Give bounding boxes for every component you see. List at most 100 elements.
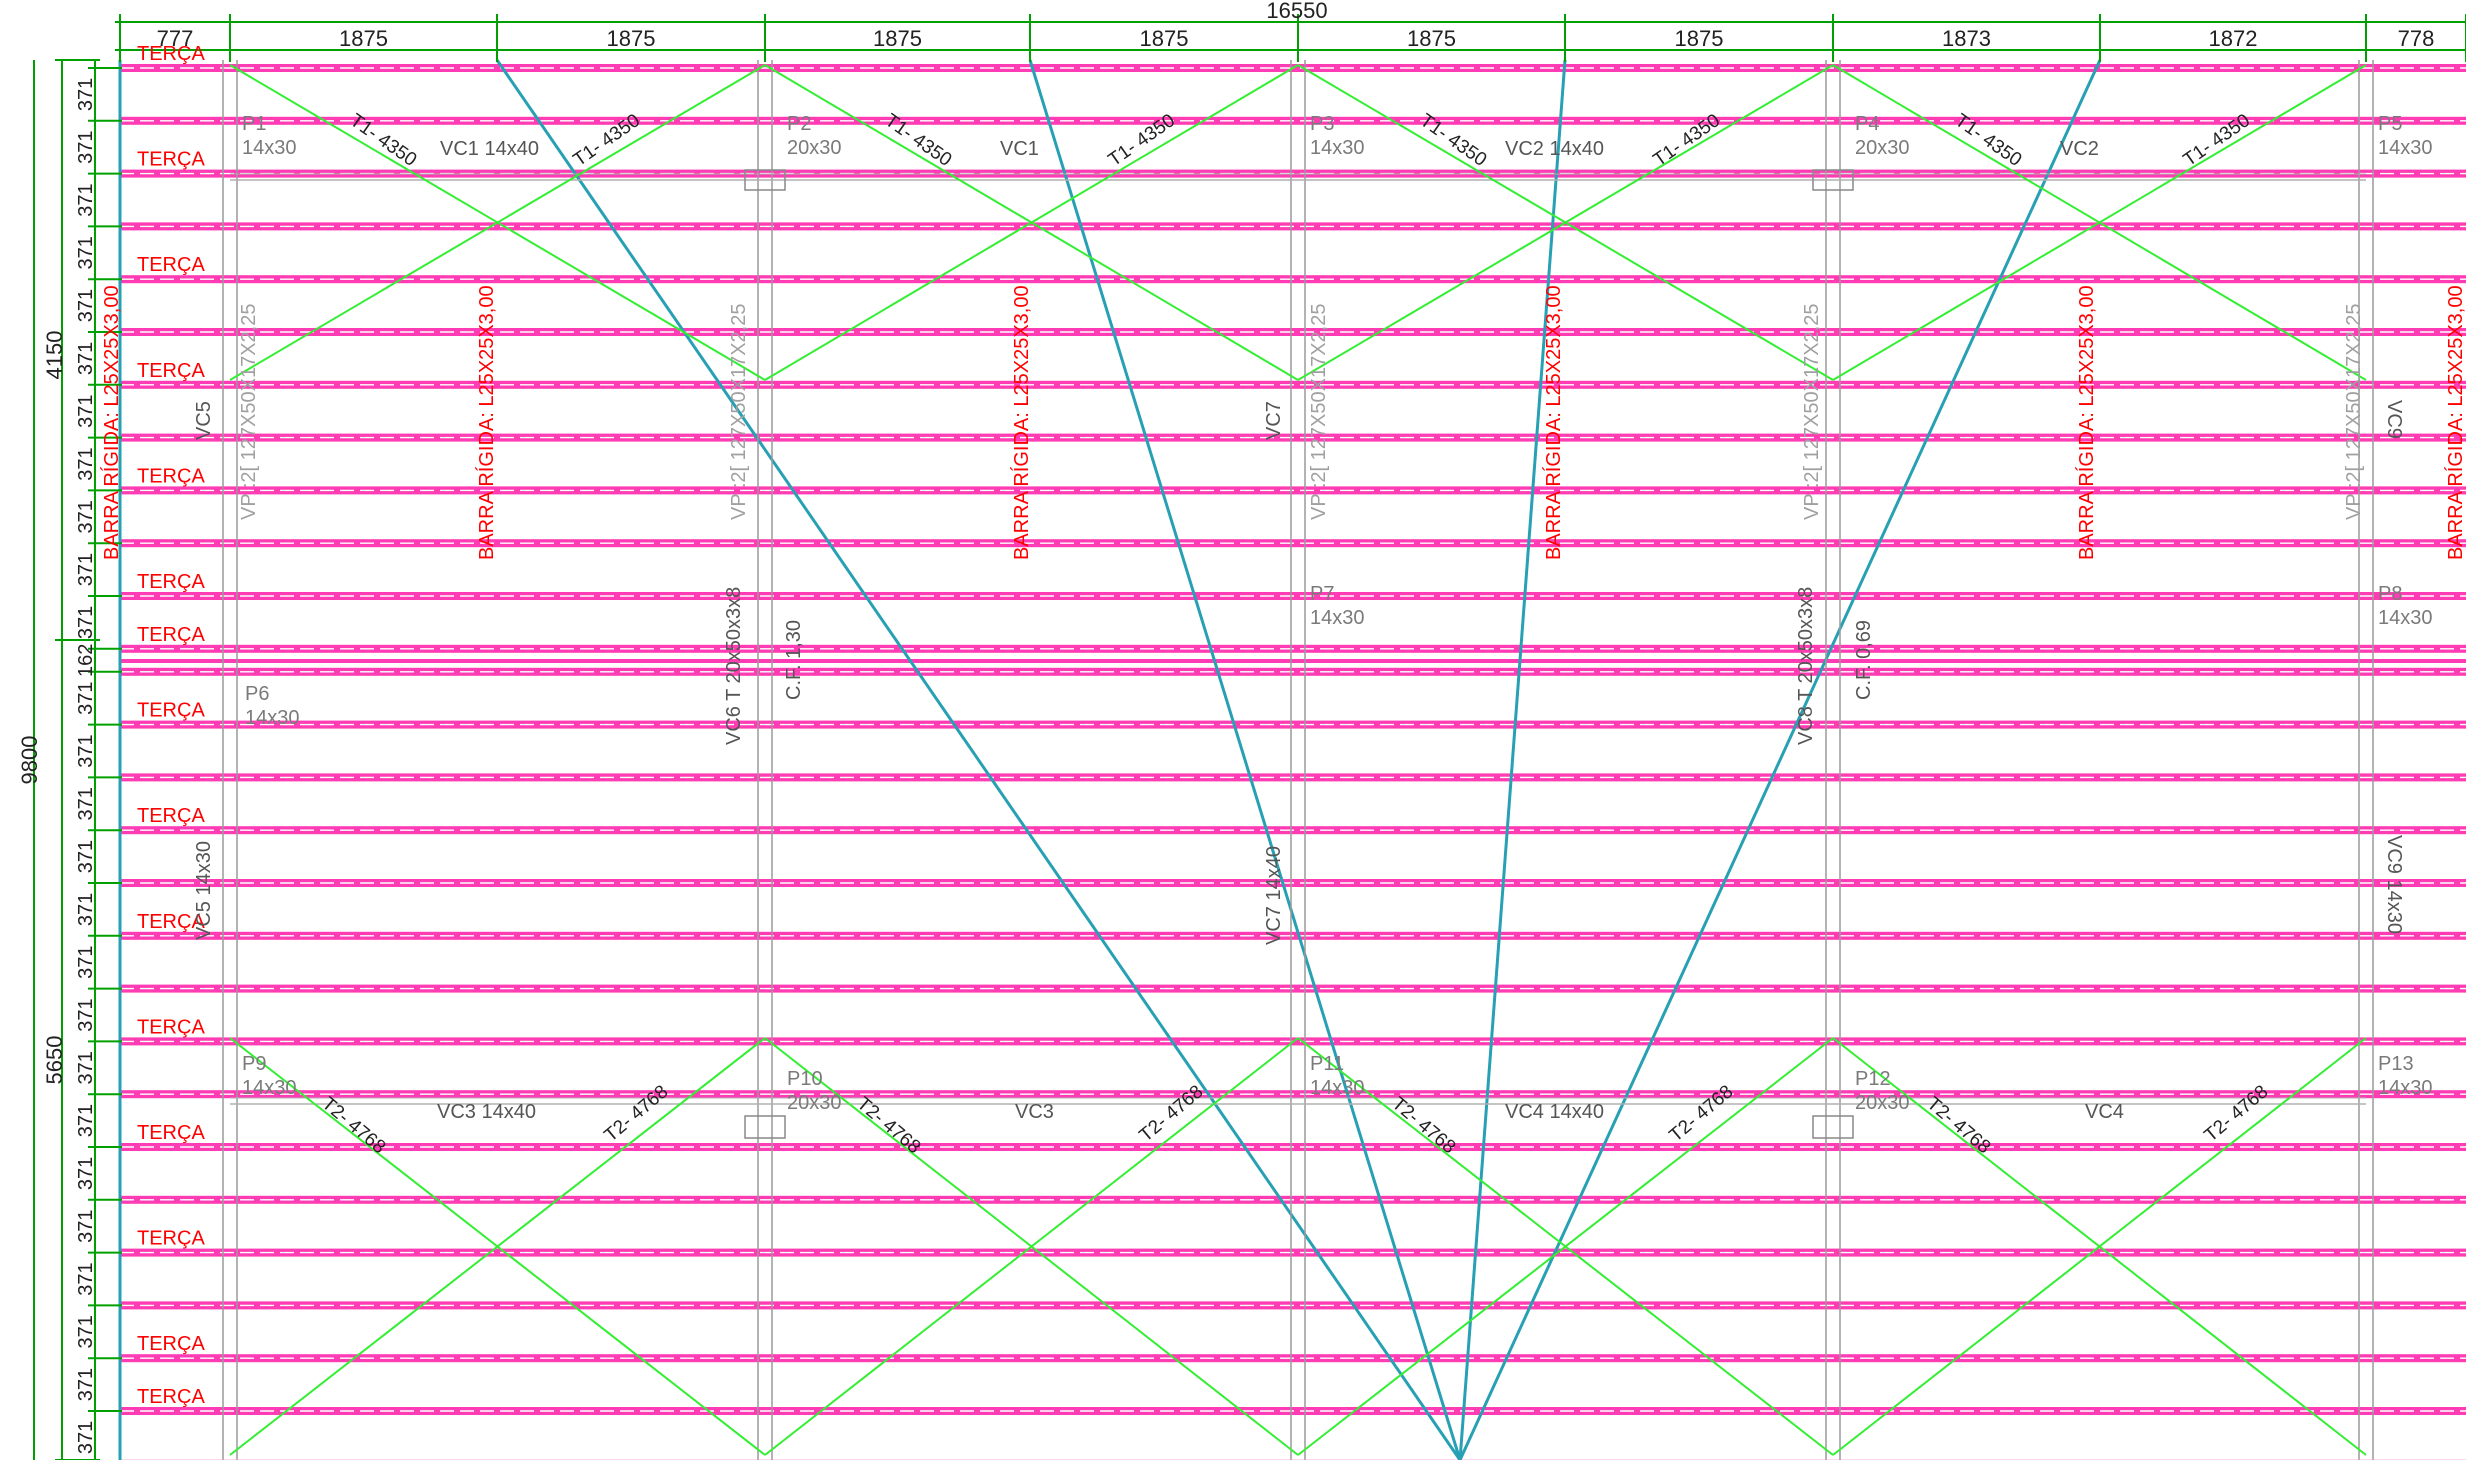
column-size: 20x30 (787, 1092, 842, 1114)
brace (764, 1037, 1299, 1456)
purlin-label: TERÇA (137, 805, 205, 827)
dim-purlin-spacing: 371 (75, 1104, 97, 1137)
column-name: P9 (242, 1053, 266, 1075)
dim-purlin-spacing: 371 (75, 893, 97, 926)
purlin-lines (120, 64, 2466, 1460)
member-label: VC7 (1263, 401, 1285, 440)
dim-purlin-spacing: 371 (75, 78, 97, 111)
beam-label: VC1 (1000, 138, 1039, 160)
column-size: 14x30 (2378, 137, 2433, 159)
member-label: VC5 14x30 (193, 841, 215, 940)
dim-purlin-spacing: 371 (75, 1051, 97, 1084)
dim-bay: 1875 (1675, 26, 1724, 51)
dim-bay: 1872 (2209, 26, 2258, 51)
member-label: C.F. 1,30 (783, 620, 805, 700)
dim-purlin-spacing: 371 (75, 734, 97, 767)
column-name: P6 (245, 683, 269, 705)
rigid-bar-label: BARRA RÍGIDA: L25X25X3,00 (100, 285, 123, 560)
dim-purlin-spacing: 371 (75, 1315, 97, 1348)
purlin-label: TERÇA (137, 149, 205, 171)
purlin-label: TERÇA (137, 360, 205, 382)
dim-purlin-spacing: 371 (75, 395, 97, 428)
dim-bay: 1875 (873, 26, 922, 51)
dim-purlin-spacing: 371 (75, 682, 97, 715)
dim-group: 5650 (42, 1036, 67, 1085)
member-label: VC9 (2383, 400, 2405, 439)
column-name: P11 (1310, 1053, 1344, 1075)
purlin-label: TERÇA (137, 911, 205, 933)
brace (229, 64, 766, 381)
dim-purlin-spacing: 371 (75, 1262, 97, 1295)
brace (1297, 1037, 1834, 1456)
column-name: P12 (1855, 1068, 1891, 1090)
column-name: P5 (2378, 113, 2402, 135)
column-size: 14x30 (2378, 1077, 2433, 1099)
beam-label: VC1 14x40 (440, 138, 539, 160)
beam-label: VC4 (2085, 1101, 2124, 1123)
brace (229, 1037, 766, 1456)
dim-bay: 1875 (339, 26, 388, 51)
column-size: 14x30 (245, 707, 300, 729)
axis-line (495, 59, 1462, 1460)
dim-purlin-spacing: 371 (75, 787, 97, 820)
column-size: 20x30 (1855, 137, 1910, 159)
member-label: VC5 (193, 401, 215, 440)
brace (1832, 64, 2367, 381)
member-label: VP :2[ 127X50X17X2,25 (1801, 304, 1823, 520)
grid-axes (118, 59, 2102, 1460)
dim-purlin-spacing: 371 (75, 183, 97, 216)
dim-purlin-spacing: 371 (75, 553, 97, 586)
member-label: VP :2[ 127X50X17X2,25 (238, 304, 260, 520)
dim-bay: 777 (157, 26, 194, 51)
beam-label: VC3 (1015, 1101, 1054, 1123)
column-name: P1 (242, 113, 266, 135)
ridge-purlin (120, 659, 2466, 663)
dim-purlin-spacing: 371 (75, 840, 97, 873)
column-size: 14x30 (1310, 1077, 1365, 1099)
dim-purlin-spacing: 371 (75, 606, 97, 639)
purlin-label: TERÇA (137, 624, 205, 646)
member-label: VC7 14x40 (1263, 846, 1285, 945)
column-size: 14x30 (1310, 137, 1365, 159)
dim-purlin-spacing: 371 (75, 1421, 97, 1454)
dimension-lines (33, 14, 2466, 1460)
dim-purlin-spacing: 371 (75, 500, 97, 533)
beam-label: VC4 14x40 (1505, 1101, 1604, 1123)
brace (1832, 1037, 2367, 1456)
dim-bay: 1875 (1140, 26, 1189, 51)
column-cap (744, 169, 786, 191)
dim-bay: 1873 (1942, 26, 1991, 51)
dim-overall-width: 16550 (1266, 0, 1327, 23)
dim-bay: 1875 (607, 26, 656, 51)
purlin-label: TERÇA (137, 1333, 205, 1355)
dim-purlin-spacing: 371 (75, 1157, 97, 1190)
dim-purlin-spacing: 371 (75, 447, 97, 480)
purlin-label: TERÇA (137, 1386, 205, 1408)
column-outlines (222, 60, 2374, 1460)
beam-label: VC2 14x40 (1505, 138, 1604, 160)
beam-label: VC3 14x40 (437, 1101, 536, 1123)
rigid-bar-label: BARRA RÍGIDA: L25X25X3,00 (2444, 285, 2466, 560)
dim-purlin-spacing: 371 (75, 342, 97, 375)
purlin-label: TERÇA (137, 254, 205, 276)
rigid-bar-label: BARRA RÍGIDA: L25X25X3,00 (2075, 285, 2098, 560)
axis-line (1458, 59, 2102, 1460)
purlin-label: TERÇA (137, 700, 205, 722)
column-name: P2 (787, 113, 811, 135)
dim-purlin-spacing: 162 (75, 644, 97, 677)
member-label: VP :2[ 127X50X17X2,25 (728, 304, 750, 520)
purlin-label: TERÇA (137, 1122, 205, 1144)
column-name: P8 (2378, 583, 2402, 605)
member-label: VC6 T 20x50x3x8 (723, 587, 745, 745)
brace (764, 64, 1299, 381)
member-label: VP :2[ 127X50X17X2,25 (2343, 304, 2365, 520)
member-label: VC8 T 20x50x3x8 (1795, 587, 1817, 745)
dim-purlin-spacing: 371 (75, 289, 97, 322)
rigid-bar-label: BARRA RÍGIDA: L25X25X3,00 (1542, 285, 1565, 560)
column-size: 14x30 (242, 1077, 297, 1099)
rigid-bar-label: BARRA RÍGIDA: L25X25X3,00 (475, 285, 498, 560)
purlin-label: TERÇA (137, 571, 205, 593)
rigid-bar-label: BARRA RÍGIDA: L25X25X3,00 (1010, 285, 1033, 560)
column-name: P7 (1310, 583, 1334, 605)
column-cap (744, 1115, 786, 1139)
